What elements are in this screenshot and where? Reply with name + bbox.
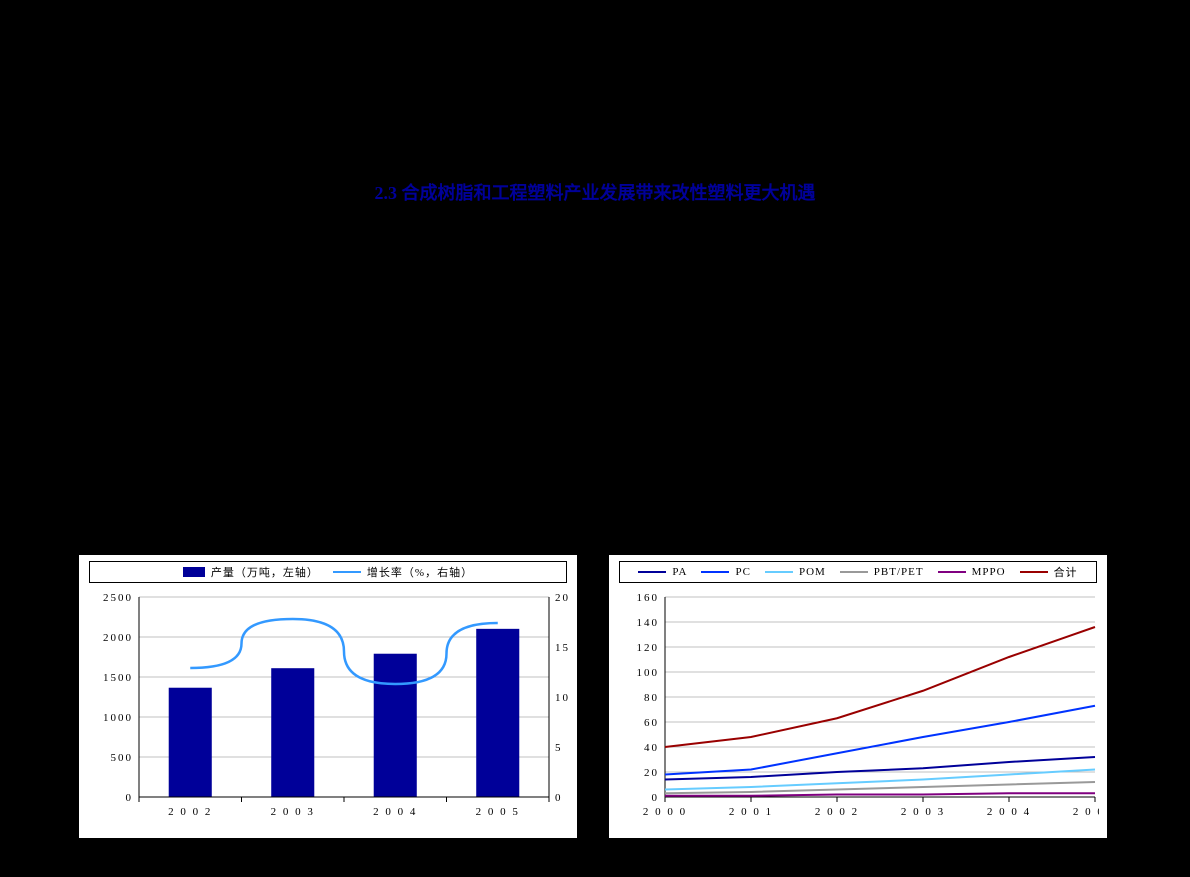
charts-row: 产量（万吨，左轴）增长率（%，右轴）0500100015002000250005… xyxy=(78,554,1108,839)
svg-text:2 0 0 5: 2 0 0 5 xyxy=(476,806,520,818)
legend-item: POM xyxy=(765,566,826,578)
svg-text:15: 15 xyxy=(555,642,569,654)
legend-label: POM xyxy=(799,566,826,578)
svg-text:0: 0 xyxy=(126,792,134,804)
legend-swatch-bar xyxy=(183,567,205,577)
svg-text:10: 10 xyxy=(555,692,569,704)
chart-production-growth: 产量（万吨，左轴） 增长率（%，右轴） 0 500 1000 1500 2000 2500 0 5… xyxy=(78,554,578,839)
legend-item: 合计 xyxy=(1020,564,1078,580)
svg-text:40: 40 xyxy=(644,742,659,754)
svg-text:2 0 0 2: 2 0 0 2 xyxy=(815,806,859,818)
legend-label: PC xyxy=(735,566,750,578)
svg-text:80: 80 xyxy=(644,692,659,704)
legend-swatch-line xyxy=(938,571,966,573)
svg-text:2 0 0 5: 2 0 0 5 xyxy=(1073,806,1099,818)
svg-text:2500: 2500 xyxy=(103,592,133,604)
svg-text:2 0 0 4: 2 0 0 4 xyxy=(373,806,417,818)
legend-item: PA xyxy=(638,566,687,578)
svg-text:2 0 0 3: 2 0 0 3 xyxy=(271,806,315,818)
legend-swatch-line xyxy=(333,571,361,573)
section-heading: 2.3 合成树脂和工程塑料产业发展带来改性塑料更大机遇 xyxy=(0,179,1190,205)
legend-label: MPPO xyxy=(972,566,1006,578)
svg-text:5: 5 xyxy=(555,742,563,754)
chart-consumption-by-type: PA PC POM PBT/PET MPPO 合计 0 20 40 60 80 100 120 140 16… xyxy=(608,554,1108,839)
svg-text:1500: 1500 xyxy=(103,672,133,684)
legend-swatch-line xyxy=(840,571,868,573)
svg-text:2 0 0 3: 2 0 0 3 xyxy=(901,806,945,818)
svg-text:120: 120 xyxy=(637,642,660,654)
svg-text:0: 0 xyxy=(555,792,563,804)
legend-item: MPPO xyxy=(938,566,1006,578)
legend-item: 增长率（%，右轴） xyxy=(333,564,473,580)
legend-swatch-line xyxy=(638,571,666,573)
svg-text:20: 20 xyxy=(644,767,659,779)
svg-text:1000: 1000 xyxy=(103,712,133,724)
svg-text:2 0 0 2: 2 0 0 2 xyxy=(168,806,212,818)
legend-label: 产量（万吨，左轴） xyxy=(211,564,319,580)
svg-text:60: 60 xyxy=(644,717,659,729)
svg-text:100: 100 xyxy=(637,667,660,679)
legend-label: 增长率（%，右轴） xyxy=(367,564,473,580)
svg-text:2 0 0 4: 2 0 0 4 xyxy=(987,806,1031,818)
legend-label: 合计 xyxy=(1054,564,1078,580)
legend-item: PBT/PET xyxy=(840,566,924,578)
svg-text:140: 140 xyxy=(637,617,660,629)
chart-legend: PA PC POM PBT/PET MPPO 合计 xyxy=(619,561,1097,583)
legend-swatch-line xyxy=(765,571,793,573)
svg-text:2 0 0 0: 2 0 0 0 xyxy=(643,806,687,818)
legend-swatch-line xyxy=(1020,571,1048,573)
svg-text:0: 0 xyxy=(652,792,660,804)
legend-label: PBT/PET xyxy=(874,566,924,578)
legend-swatch-line xyxy=(701,571,729,573)
svg-text:500: 500 xyxy=(111,752,134,764)
svg-text:2000: 2000 xyxy=(103,632,133,644)
chart-legend: 产量（万吨，左轴） 增长率（%，右轴） xyxy=(89,561,567,583)
legend-item: 产量（万吨，左轴） xyxy=(183,564,319,580)
legend-item: PC xyxy=(701,566,750,578)
svg-text:20: 20 xyxy=(555,592,569,604)
svg-text:160: 160 xyxy=(637,592,660,604)
svg-text:2 0 0 1: 2 0 0 1 xyxy=(729,806,773,818)
legend-label: PA xyxy=(672,566,687,578)
